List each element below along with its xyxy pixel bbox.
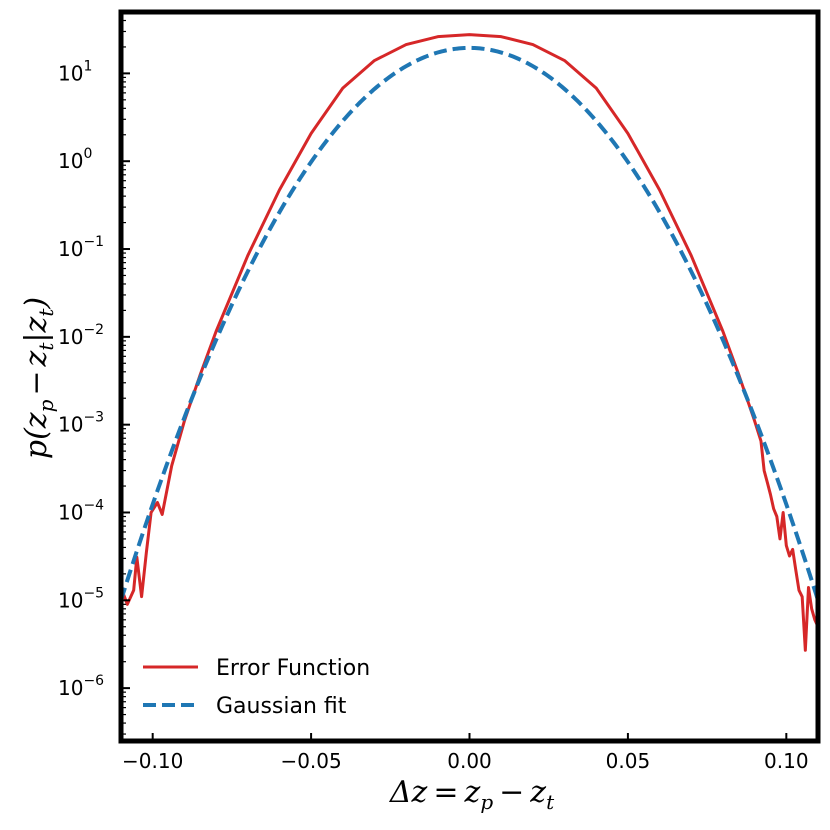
y-tick-label: 10−1 [58,234,104,261]
x-tick-label: 0.05 [606,749,651,773]
x-tick-label: 0.00 [447,749,492,773]
legend: Error Function Gaussian fit [143,656,370,719]
x-axis: −0.10 −0.05 0.00 0.05 0.10 [122,733,809,773]
y-tick-label: 101 [58,58,92,85]
legend-label: Error Function [216,656,370,681]
x-tick-label: −0.05 [280,749,341,773]
series-layer [121,33,818,652]
x-tick-label: 0.10 [764,749,809,773]
y-tick-label: 10−4 [58,497,104,524]
series-line-0 [121,33,818,652]
y-tick-label: 10−6 [58,673,104,700]
y-tick-label: 100 [58,146,92,173]
x-axis-label: Δz = zp − zt [389,775,555,814]
y-tick-label: 10−5 [58,585,104,612]
x-tick-label: −0.10 [122,749,183,773]
legend-label: Gaussian fit [216,694,347,719]
y-axis-label: p(zp−zt|zt) [19,297,58,459]
plot-frame [118,9,821,744]
y-axis: 10−6 10−5 10−4 10−3 10−2 10−1 100 101 [58,19,130,735]
y-tick-label: 10−2 [58,322,104,349]
series-line-1 [121,45,818,601]
y-tick-label: 10−3 [58,410,104,437]
